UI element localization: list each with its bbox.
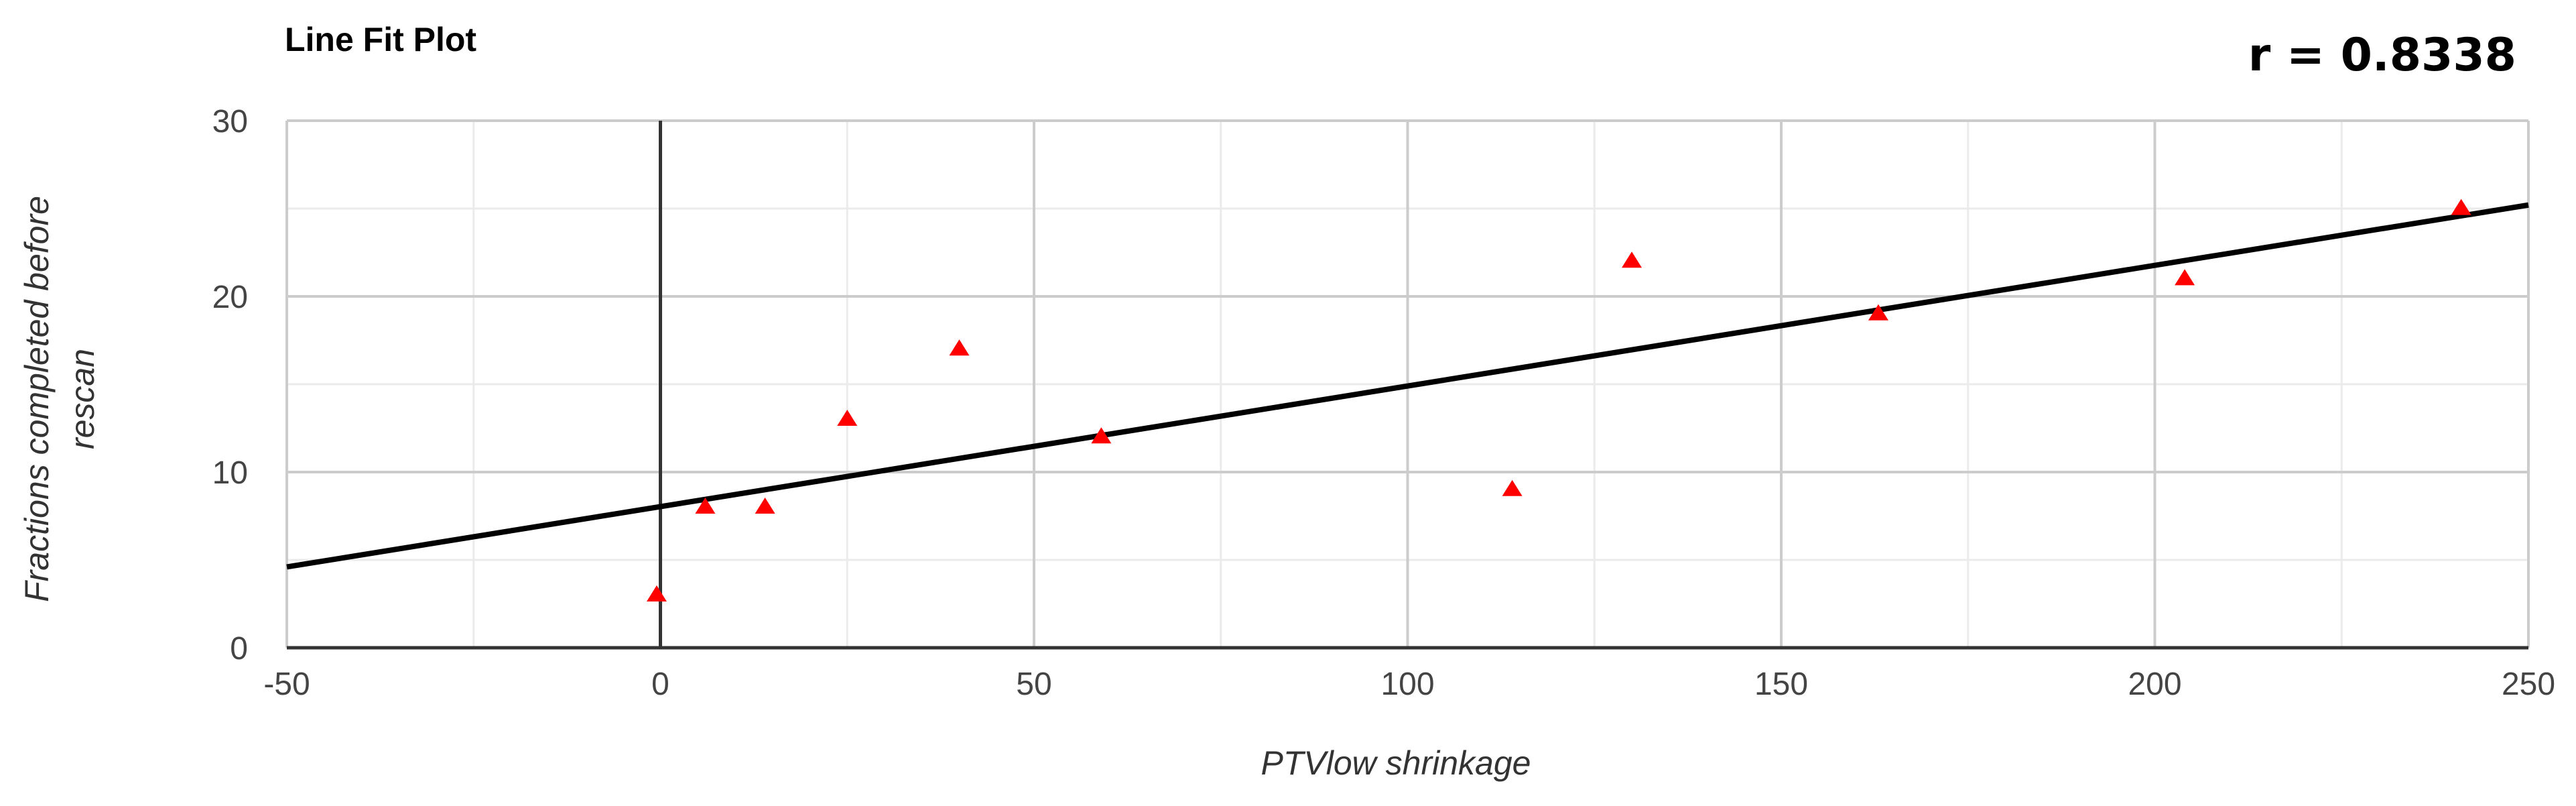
data-point-triangle <box>837 410 858 426</box>
points-layer <box>646 198 2471 601</box>
data-point-triangle <box>695 498 716 514</box>
data-point-triangle <box>755 498 775 514</box>
data-point-triangle <box>949 339 970 356</box>
x-tick-label: 100 <box>1380 667 1434 702</box>
y-axis-label-line-2: rescan <box>64 349 101 449</box>
data-point-triangle <box>2175 269 2195 286</box>
y-tick-label: 30 <box>212 104 248 139</box>
tick-labels-layer: -50 0 50 100 150 200 250 0 10 20 30 <box>212 104 2555 702</box>
data-point-triangle <box>2451 198 2471 215</box>
fit-line <box>286 202 2529 570</box>
y-axis-label: Fractions completed before rescan <box>18 196 101 602</box>
chart-title: Line Fit Plot <box>285 21 476 58</box>
axes-layer <box>287 121 2528 650</box>
y-tick-label: 20 <box>212 280 248 315</box>
correlation-annotation: r = 0.8338 <box>2248 29 2516 82</box>
x-tick-label: 50 <box>1016 667 1051 702</box>
fit-line-layer <box>286 202 2529 570</box>
x-tick-label: 0 <box>651 667 669 702</box>
x-tick-label: -50 <box>263 667 310 702</box>
data-point-triangle <box>646 585 667 601</box>
data-point-triangle <box>1091 427 1112 444</box>
data-point-triangle <box>1622 251 1642 268</box>
y-tick-label: 10 <box>212 455 248 491</box>
x-tick-label: 150 <box>1754 667 1808 702</box>
x-tick-label: 250 <box>2502 667 2555 702</box>
data-point-triangle <box>1502 479 1523 496</box>
x-axis-label: PTVlow shrinkage <box>1261 744 1531 782</box>
data-point-triangle <box>1868 304 1888 321</box>
y-axis-label-line-1: Fractions completed before <box>18 196 56 602</box>
y-tick-label: 0 <box>230 631 248 667</box>
x-tick-label: 200 <box>2128 667 2181 702</box>
